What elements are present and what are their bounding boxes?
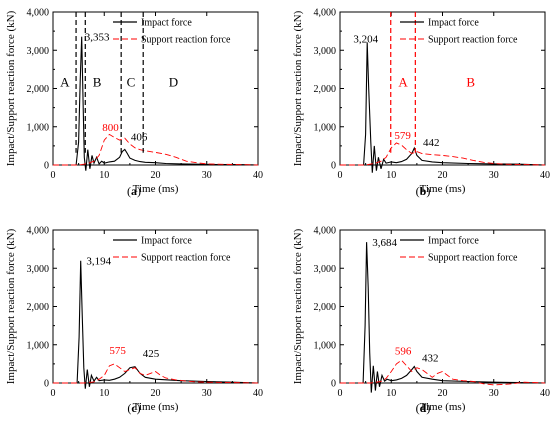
legend-support-label: Support reaction force <box>428 253 518 264</box>
x-tick-label: 10 <box>99 170 109 181</box>
x-tick-label: 40 <box>253 170 263 181</box>
x-tick-label: 40 <box>540 170 550 181</box>
peak-annotation: 800 <box>102 122 119 134</box>
legend-support-label: Support reaction force <box>141 253 231 264</box>
support-reaction-force-line <box>340 142 546 166</box>
y-tick-label: 0 <box>331 161 336 172</box>
legend-support-label: Support reaction force <box>428 35 518 46</box>
panel-caption: (c) <box>127 401 140 415</box>
x-tick-label: 30 <box>202 170 212 181</box>
x-axis-label: Time (ms) <box>420 401 466 413</box>
impact-force-line <box>340 242 546 393</box>
peak-annotation: 3,684 <box>372 237 397 249</box>
panel-caption: (b) <box>416 184 431 198</box>
panel-caption: (a) <box>127 184 141 198</box>
y-tick-label: 2,000 <box>314 84 337 95</box>
y-tick-label: 0 <box>44 161 49 172</box>
x-tick-label: 0 <box>338 170 343 181</box>
peak-annotation: 3,194 <box>86 255 111 267</box>
region-label: A <box>398 75 408 90</box>
y-tick-label: 0 <box>44 379 49 390</box>
y-axis-label: Impact/Support reaction force (kN) <box>5 228 17 384</box>
x-axis-label: Time (ms) <box>133 183 179 195</box>
legend-impact-label: Impact force <box>141 236 192 247</box>
y-axis-label: Impact/Support reaction force (kN) <box>5 10 17 166</box>
y-tick-label: 2,000 <box>27 84 50 95</box>
y-tick-label: 4,000 <box>314 226 337 237</box>
peak-annotation: 575 <box>109 345 126 357</box>
legend-impact-label: Impact force <box>428 236 479 247</box>
y-axis-label: Impact/Support reaction force (kN) <box>292 228 304 384</box>
panel-c: 0 10 20 30 40 0 1,000 2,000 3,000 4,000 Time (ms) I… <box>5 226 263 416</box>
y-tick-label: 3,000 <box>27 264 50 275</box>
region-label: B <box>466 75 475 90</box>
y-tick-label: 3,000 <box>314 46 337 57</box>
peak-annotation: 442 <box>423 137 440 149</box>
x-axis-label: Time (ms) <box>133 401 179 413</box>
impact-force-line <box>53 36 259 171</box>
y-tick-label: 1,000 <box>27 340 50 351</box>
y-tick-label: 1,000 <box>314 340 337 351</box>
y-tick-label: 2,000 <box>314 302 337 313</box>
peak-annotation: 3,204 <box>353 34 378 46</box>
y-tick-label: 0 <box>331 379 336 390</box>
x-tick-label: 30 <box>202 388 212 399</box>
peak-annotation: 579 <box>394 130 411 142</box>
x-tick-label: 40 <box>540 388 550 399</box>
peak-annotation: 432 <box>422 353 439 365</box>
x-tick-label: 20 <box>438 170 448 181</box>
legend-impact-label: Impact force <box>428 18 479 29</box>
legend-impact-label: Impact force <box>141 18 192 29</box>
panel-d: 0 10 20 30 40 0 1,000 2,000 3,000 4,000 Time (ms) I… <box>292 226 550 416</box>
peak-annotation: 3,353 <box>85 32 110 44</box>
peak-annotation: 406 <box>131 132 148 144</box>
support-reaction-force-line <box>53 133 259 166</box>
x-tick-label: 40 <box>253 388 263 399</box>
y-tick-label: 3,000 <box>27 46 50 57</box>
y-tick-label: 4,000 <box>27 8 50 19</box>
x-tick-label: 10 <box>386 388 396 399</box>
y-tick-label: 1,000 <box>314 122 337 133</box>
impact-force-line <box>340 42 546 173</box>
x-tick-label: 20 <box>151 388 161 399</box>
panel-caption: (d) <box>416 401 431 415</box>
x-tick-label: 20 <box>438 388 448 399</box>
x-tick-label: 0 <box>338 388 343 399</box>
impact-force-line <box>53 260 259 389</box>
panel-a: 0 10 20 30 40 0 1,000 2,000 3,000 4,000 Time (ms) I… <box>5 8 263 199</box>
panel-b: 0 10 20 30 40 0 1,000 2,000 3,000 4,000 Time (ms) I… <box>292 8 550 199</box>
region-label: B <box>93 75 102 90</box>
x-tick-label: 30 <box>489 170 499 181</box>
x-tick-label: 0 <box>51 170 56 181</box>
x-axis-label: Time (ms) <box>420 183 466 195</box>
peak-annotation: 425 <box>143 348 160 360</box>
y-tick-label: 4,000 <box>314 8 337 19</box>
support-reaction-force-line <box>53 363 259 384</box>
support-reaction-force-line <box>340 359 546 386</box>
x-tick-label: 10 <box>99 388 109 399</box>
x-tick-label: 0 <box>51 388 56 399</box>
peak-annotation: 596 <box>395 346 412 358</box>
x-tick-label: 10 <box>386 170 396 181</box>
region-label: D <box>169 75 178 90</box>
x-tick-label: 30 <box>489 388 499 399</box>
y-tick-label: 4,000 <box>27 226 50 237</box>
y-tick-label: 2,000 <box>27 302 50 313</box>
y-tick-label: 3,000 <box>314 264 337 275</box>
region-label: A <box>60 75 70 90</box>
y-axis-label: Impact/Support reaction force (kN) <box>292 10 304 166</box>
region-label: C <box>127 75 136 90</box>
x-tick-label: 20 <box>151 170 161 181</box>
legend-support-label: Support reaction force <box>141 35 231 46</box>
y-tick-label: 1,000 <box>27 122 50 133</box>
